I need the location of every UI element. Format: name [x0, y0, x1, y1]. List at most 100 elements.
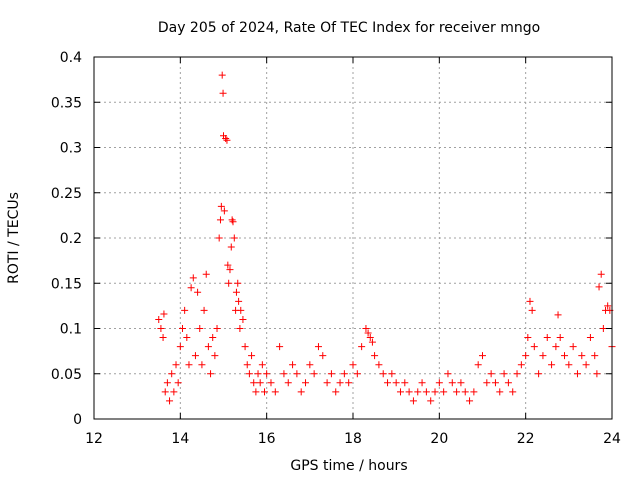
- data-point: [371, 352, 379, 360]
- data-point: [597, 270, 605, 278]
- data-point: [565, 361, 573, 369]
- data-point: [388, 370, 396, 378]
- data-point: [310, 370, 318, 378]
- x-tick-label: 22: [517, 431, 535, 447]
- chart-title: Day 205 of 2024, Rate Of TEC Index for r…: [158, 20, 540, 36]
- data-point: [204, 343, 212, 351]
- data-point: [218, 71, 226, 79]
- data-point: [554, 311, 562, 319]
- data-point: [183, 334, 191, 342]
- data-point: [414, 388, 422, 396]
- data-point: [211, 352, 219, 360]
- data-point: [155, 315, 163, 323]
- x-tick-label: 20: [430, 431, 448, 447]
- data-point: [194, 288, 202, 296]
- y-tick-label: 0.3: [60, 141, 82, 157]
- data-point: [166, 397, 174, 405]
- data-point: [196, 325, 204, 332]
- data-point: [427, 397, 435, 405]
- data-point: [379, 370, 387, 378]
- data-point: [591, 352, 599, 360]
- data-point: [444, 370, 452, 378]
- data-point: [435, 379, 443, 387]
- data-point: [526, 297, 534, 305]
- data-point: [396, 388, 404, 396]
- data-point: [509, 388, 517, 396]
- data-point: [230, 234, 238, 242]
- data-point: [470, 388, 478, 396]
- data-point: [163, 379, 171, 387]
- data-point: [220, 207, 228, 215]
- data-point: [236, 325, 244, 332]
- y-axis-label: ROTI / TECUs: [6, 192, 22, 284]
- data-point: [535, 370, 543, 378]
- data-point: [422, 388, 430, 396]
- data-point: [250, 379, 258, 387]
- data-point: [401, 379, 409, 387]
- y-tick-label: 0.2: [60, 231, 82, 247]
- data-point: [280, 370, 288, 378]
- data-point: [487, 370, 495, 378]
- data-point: [513, 370, 521, 378]
- x-tick-labels: 12 14 16 18 20 22 24: [85, 431, 621, 447]
- data-point: [496, 388, 504, 396]
- data-point: [215, 234, 223, 242]
- data-point: [593, 370, 601, 378]
- data-point: [364, 329, 372, 337]
- data-point: [543, 334, 551, 342]
- data-point: [293, 370, 301, 378]
- data-point: [159, 334, 167, 342]
- data-point: [237, 306, 245, 314]
- axis-ticks: [93, 56, 613, 420]
- data-point: [258, 361, 266, 369]
- data-point: [353, 370, 361, 378]
- data-point: [336, 379, 344, 387]
- x-tick-label: 24: [603, 431, 621, 447]
- data-point: [552, 343, 560, 351]
- data-point: [229, 218, 237, 226]
- data-point: [178, 325, 186, 332]
- data-point: [176, 343, 184, 351]
- data-point: [530, 343, 538, 351]
- data-point: [569, 343, 577, 351]
- data-point: [319, 352, 327, 360]
- data-point: [235, 297, 243, 305]
- y-tick-label: 0: [73, 412, 82, 428]
- data-point: [440, 388, 448, 396]
- y-tick-label: 0.4: [60, 50, 82, 66]
- data-point: [267, 379, 275, 387]
- data-point: [239, 315, 247, 323]
- data-point: [217, 202, 225, 210]
- x-tick-label: 12: [85, 431, 103, 447]
- y-tick-label: 0.15: [51, 276, 82, 292]
- data-points: [155, 71, 616, 405]
- data-point: [222, 134, 230, 142]
- data-point: [241, 343, 249, 351]
- y-tick-label: 0.05: [51, 367, 82, 383]
- data-point: [252, 388, 260, 396]
- data-point: [189, 274, 197, 282]
- data-point: [345, 379, 353, 387]
- data-point: [227, 243, 235, 251]
- data-point: [170, 388, 178, 396]
- data-point: [172, 361, 180, 369]
- data-point: [168, 370, 176, 378]
- data-point: [349, 361, 357, 369]
- data-point: [358, 343, 366, 351]
- data-point: [392, 379, 400, 387]
- data-point: [448, 379, 456, 387]
- data-point: [405, 388, 413, 396]
- data-point: [191, 352, 199, 360]
- data-point: [573, 370, 581, 378]
- x-axis-label: GPS time / hours: [290, 458, 407, 474]
- data-point: [504, 379, 512, 387]
- data-point: [418, 379, 426, 387]
- data-point: [185, 361, 193, 369]
- x-tick-label: 14: [171, 431, 189, 447]
- data-point: [461, 388, 469, 396]
- data-point: [271, 388, 279, 396]
- data-point: [207, 370, 215, 378]
- data-point: [599, 325, 607, 332]
- data-point: [539, 352, 547, 360]
- data-point: [256, 379, 264, 387]
